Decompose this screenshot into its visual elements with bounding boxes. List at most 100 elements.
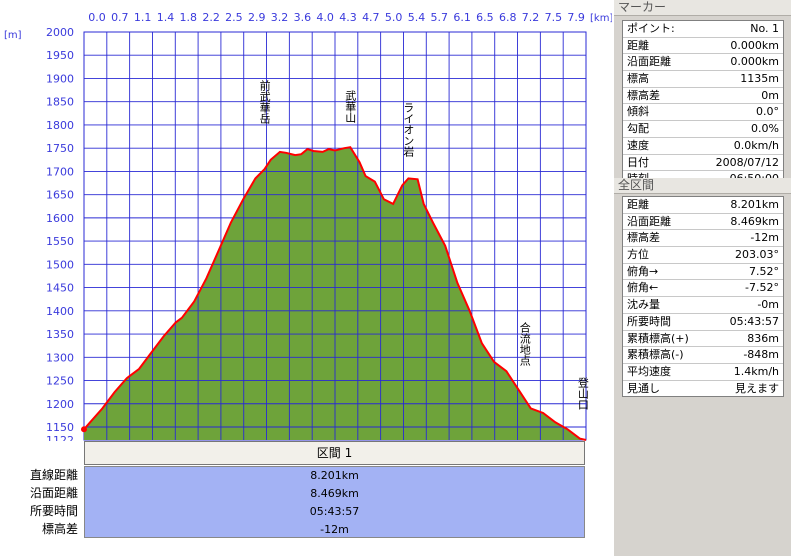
x-tick-label: 2.9 bbox=[248, 11, 266, 24]
property-value: 05:43:57 bbox=[729, 314, 779, 328]
all_section-row: 見通し 見えます bbox=[623, 381, 783, 397]
property-value: -848m bbox=[743, 348, 779, 362]
y-tick-label: 1550 bbox=[46, 235, 74, 248]
x-tick-label: 7.2 bbox=[522, 11, 540, 24]
all_section-row: 標高差 -12m bbox=[623, 230, 783, 248]
x-tick-label: 4.7 bbox=[362, 11, 380, 24]
x-tick-label: 3.2 bbox=[271, 11, 289, 24]
marker-row: 沿面距離 0.000km bbox=[623, 54, 783, 72]
summary-value: -12m bbox=[320, 523, 349, 536]
x-tick-label: 7.9 bbox=[567, 11, 585, 24]
y-tick-label: 1250 bbox=[46, 375, 74, 388]
x-tick-label: 7.5 bbox=[545, 11, 563, 24]
all-section-title: 全区間 bbox=[614, 178, 791, 194]
property-key: 見通し bbox=[627, 381, 660, 395]
marker-row: 勾配 0.0% bbox=[623, 121, 783, 138]
x-unit-label: [km] bbox=[590, 13, 612, 24]
property-value: 0.0km/h bbox=[733, 138, 779, 152]
summary-label: 標高差 bbox=[41, 522, 78, 536]
property-value: 0.000km bbox=[730, 38, 779, 52]
y-unit-label: [m] bbox=[4, 30, 22, 41]
x-tick-label: 5.7 bbox=[431, 11, 449, 24]
x-tick-label: 6.8 bbox=[499, 11, 517, 24]
property-key: 平均速度 bbox=[627, 364, 671, 378]
property-value: -12m bbox=[750, 231, 779, 245]
x-tick-label: 4.3 bbox=[339, 11, 357, 24]
property-key: 累積標高(+) bbox=[627, 331, 689, 345]
x-tick-label: 1.8 bbox=[180, 11, 198, 24]
summary-value: 8.201km bbox=[310, 469, 359, 482]
marker-row: 日付 2008/07/12 bbox=[623, 155, 783, 172]
y-tick-label: 2000 bbox=[46, 26, 74, 39]
marker-row: 距離 0.000km bbox=[623, 38, 783, 55]
y-tick-label: 1150 bbox=[46, 421, 74, 434]
x-tick-label: 0.0 bbox=[88, 11, 106, 24]
summary-label: 所要時間 bbox=[29, 504, 78, 518]
property-value: 0.000km bbox=[730, 55, 779, 69]
all-section-table: 距離 8.201km 沿面距離 8.469km 標高差 -12m 方位 203.03° 俯角→ 7… bbox=[622, 196, 784, 398]
x-tick-label: 2.2 bbox=[202, 11, 220, 24]
peak-annotation: 武華山 bbox=[344, 90, 357, 123]
property-key: 俯角→ bbox=[627, 264, 659, 278]
peak-annotation: 登山口 bbox=[576, 376, 589, 410]
marker-row: 標高差 0m bbox=[623, 88, 783, 105]
y-tick-label: 1350 bbox=[46, 328, 74, 341]
peak-annotation: ライオン岩 bbox=[402, 102, 415, 158]
property-key: 沈み量 bbox=[627, 298, 660, 312]
property-key: 勾配 bbox=[627, 122, 649, 136]
property-key: 標高差 bbox=[627, 231, 660, 245]
x-tick-label: 1.1 bbox=[134, 11, 152, 24]
x-tick-label: 2.5 bbox=[225, 11, 243, 24]
y-tick-label: 1450 bbox=[46, 282, 74, 295]
summary-label: 直線距離 bbox=[29, 468, 78, 482]
summary-value: 8.469km bbox=[310, 487, 359, 500]
all_section-row: 方位 203.03° bbox=[623, 247, 783, 264]
peak-annotation: 合流地点 bbox=[518, 321, 531, 367]
marker-section-title: マーカー bbox=[614, 0, 791, 16]
y-tick-label: 1750 bbox=[46, 142, 74, 155]
property-value: 2008/07/12 bbox=[715, 155, 779, 169]
y-tick-label: 1500 bbox=[46, 258, 74, 271]
property-value: 1135m bbox=[740, 72, 779, 86]
all_section-row: 俯角→ 7.52° bbox=[623, 264, 783, 281]
marker-row: ポイント: No. 1 bbox=[623, 21, 783, 38]
summary-label: 沿面距離 bbox=[29, 486, 78, 500]
x-tick-label: 4.0 bbox=[316, 11, 334, 24]
all_section-row: 所要時間 05:43:57 bbox=[623, 314, 783, 331]
marker-row: 速度 0.0km/h bbox=[623, 138, 783, 155]
x-tick-label: 0.7 bbox=[111, 11, 129, 24]
property-key: 累積標高(-) bbox=[627, 348, 684, 362]
property-key: 標高 bbox=[627, 72, 649, 86]
property-value: 0m bbox=[761, 88, 779, 102]
property-value: 0.0% bbox=[751, 122, 779, 136]
elevation-line bbox=[83, 146, 587, 441]
elevation-chart[interactable]: 2000 1950 1900 1850 1800 1750 1700 1650 1600 1550… bbox=[0, 0, 612, 441]
property-value: 8.469km bbox=[730, 214, 779, 228]
y-tick-label: 1122 bbox=[46, 434, 74, 441]
y-tick-label: 1950 bbox=[46, 49, 74, 62]
all_section-row: 累積標高(+) 836m bbox=[623, 331, 783, 348]
all_section-row: 俯角← -7.52° bbox=[623, 280, 783, 298]
property-value: 7.52° bbox=[749, 264, 779, 278]
marker-table: ポイント: No. 1 距離 0.000km 沿面距離 0.000km 標高 1135m 標高差… bbox=[622, 20, 784, 188]
marker-row: 標高 1135m bbox=[623, 71, 783, 88]
property-key: 所要時間 bbox=[627, 314, 671, 328]
property-value: -7.52° bbox=[745, 281, 779, 295]
summary-value: 05:43:57 bbox=[309, 505, 360, 518]
property-value: No. 1 bbox=[750, 22, 779, 35]
property-value: 8.201km bbox=[730, 198, 779, 211]
x-tick-label: 5.4 bbox=[408, 11, 426, 24]
property-key: ポイント: bbox=[627, 22, 675, 35]
y-tick-label: 1650 bbox=[46, 189, 74, 202]
summary-labels: 直線距離 沿面距離 所要時間 標高差 bbox=[0, 466, 84, 538]
y-tick-label: 1700 bbox=[46, 165, 74, 178]
property-value: 見えます bbox=[735, 381, 779, 395]
property-key: 速度 bbox=[627, 138, 649, 152]
all_section-row: 沿面距離 8.469km bbox=[623, 214, 783, 231]
info-side-panel: マーカー ポイント: No. 1 距離 0.000km 沿面距離 0.000km 標高 113… bbox=[614, 0, 791, 556]
x-tick-label: 6.1 bbox=[453, 11, 471, 24]
summary-values: 8.201km 8.469km 05:43:57 -12m bbox=[84, 466, 585, 538]
x-tick-label: 6.5 bbox=[476, 11, 494, 24]
property-key: 沿面距離 bbox=[627, 55, 671, 69]
y-tick-label: 1800 bbox=[46, 119, 74, 132]
